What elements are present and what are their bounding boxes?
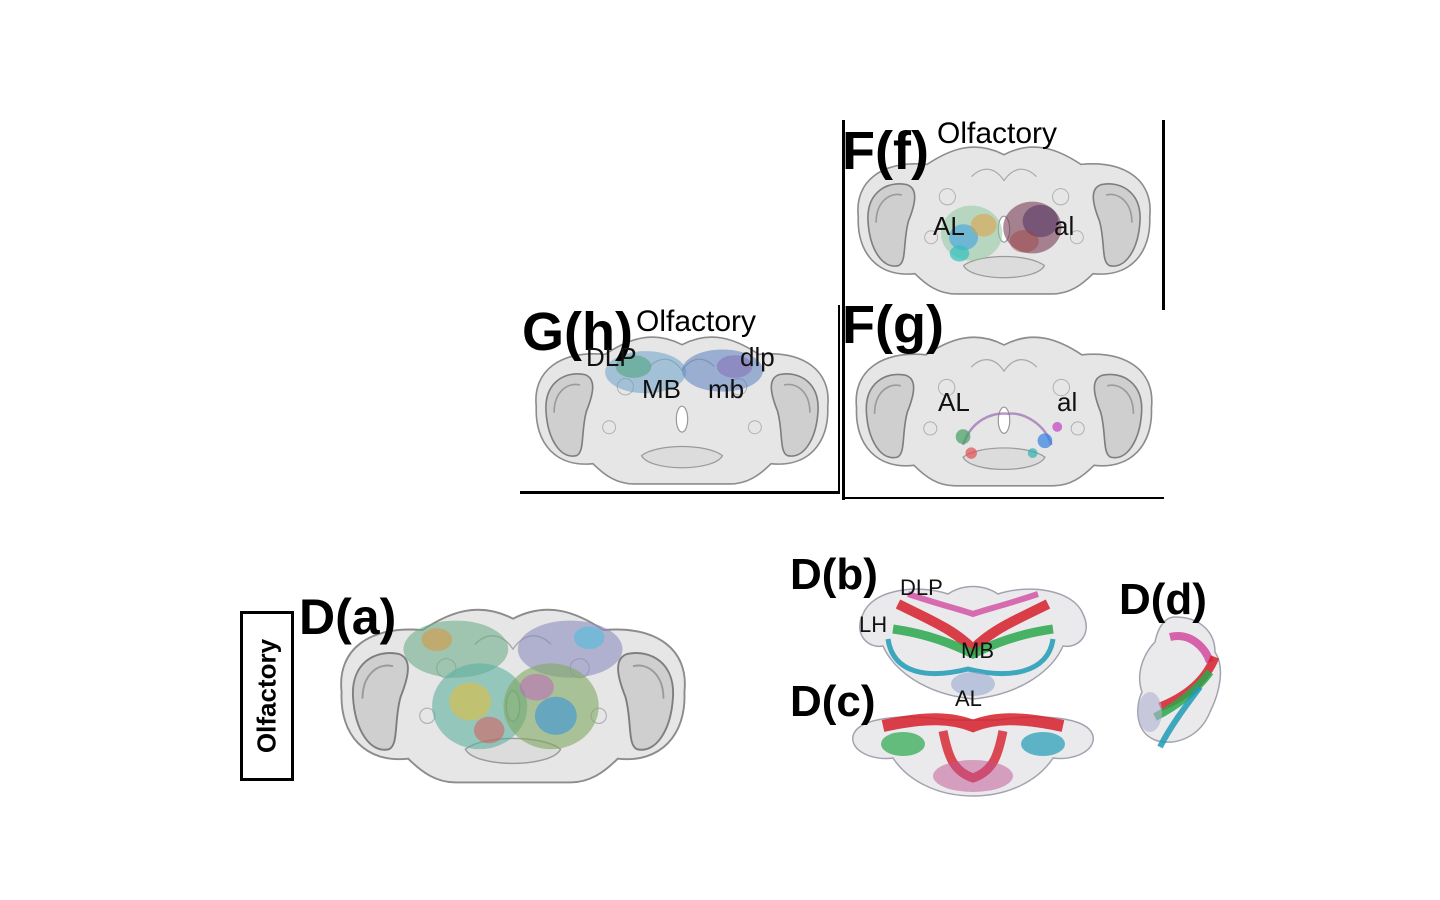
panel-f-region-AL: AL <box>933 211 965 241</box>
panel-a-side-label: Olfactory <box>251 638 282 754</box>
panel-b-tracts <box>885 591 1056 696</box>
panel-g-al-neurons <box>955 412 1063 459</box>
panel-h-brain <box>535 336 829 485</box>
panel-f-right-border <box>1162 120 1165 310</box>
panel-h-label: G(h) <box>522 302 633 362</box>
panel-f-label: F(f) <box>842 121 929 181</box>
panel-h-region-DLP: DLP <box>586 342 637 372</box>
panel-c-brain <box>852 713 1094 797</box>
panel-b-region-DLP: DLP <box>900 575 943 600</box>
panel-d-label: D(d) <box>1119 575 1207 624</box>
panel-g-region-al: al <box>1057 387 1078 417</box>
panel-b-region-MB: MB <box>961 638 994 663</box>
panel-g-label: F(g) <box>842 295 944 355</box>
panel-a-side-box: Olfactory <box>240 611 294 781</box>
panel-h-mb-neurons <box>605 349 763 394</box>
panel-f-left-border <box>842 120 845 500</box>
panel-h-region-mb: mb <box>708 374 745 404</box>
panel-h-region-dlp: dlp <box>740 342 775 372</box>
panel-f-al-left-neurons <box>940 205 1003 262</box>
panel-h-region-MB: MB <box>642 374 681 404</box>
panel-b-label: D(b) <box>790 550 878 599</box>
panel-h-right-border <box>838 305 840 493</box>
panel-g-brain <box>855 336 1153 487</box>
panel-c-tracts <box>881 713 1065 792</box>
panel-c-label: D(c) <box>790 677 876 726</box>
panel-f-al-right-neurons <box>1003 201 1062 254</box>
panel-f-region-al: al <box>1054 211 1075 241</box>
panel-f-brain <box>857 146 1151 295</box>
panel-h-bottom-border <box>520 491 840 494</box>
panel-g-region-AL: AL <box>938 387 970 417</box>
panel-a-neuron-mass <box>403 620 623 750</box>
panel-b-region-LH: LH <box>859 612 888 637</box>
panel-f-title: Olfactory <box>937 117 1058 150</box>
panel-h-title: Olfactory <box>636 305 757 338</box>
panel-a-label: D(a) <box>299 589 397 645</box>
panel-d-tracts <box>1138 632 1220 749</box>
panel-b-region-AL: AL <box>955 686 982 711</box>
panel-a-brain <box>340 608 686 784</box>
panel-g-bottom-border <box>842 497 1164 499</box>
panel-d-brain <box>1137 616 1222 749</box>
panel-b-brain <box>859 585 1087 700</box>
